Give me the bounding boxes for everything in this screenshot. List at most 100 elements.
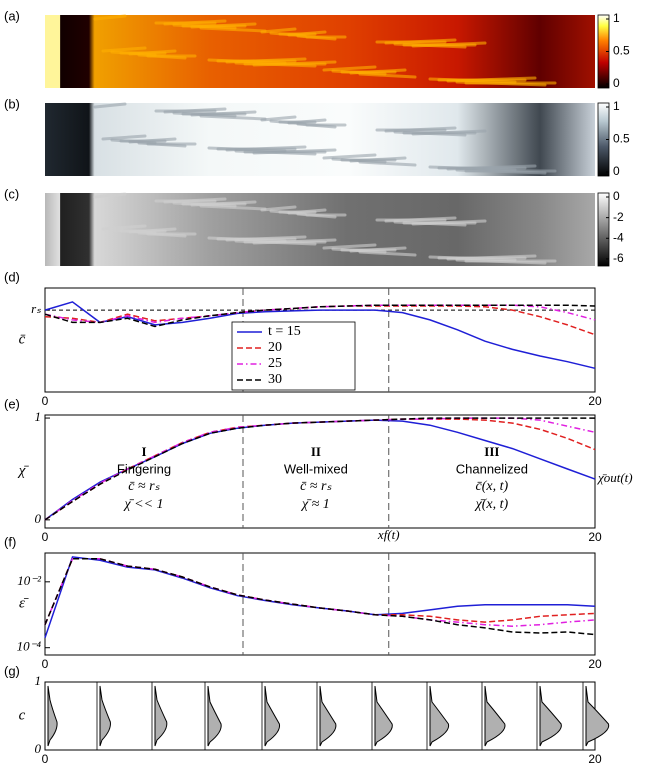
colorbar-tick-label: -6 (613, 251, 624, 265)
legend-label: t = 15 (268, 324, 301, 339)
series-line (44, 417, 595, 521)
finger-texture (331, 157, 387, 164)
finger-texture (322, 153, 377, 160)
finger-texture (260, 27, 297, 34)
colorbar-tick-label: 0.5 (613, 132, 630, 146)
profile-shape (429, 685, 450, 747)
y-tick-label: 10⁻⁴ (17, 639, 42, 654)
y-tick-label: 10⁻² (17, 573, 42, 588)
region-mean-chi: χ̄ << 1 (122, 497, 163, 512)
colorbar-tick-label: 0 (613, 76, 620, 90)
panel-label: (a) (4, 8, 20, 23)
x-tick-label: 0 (42, 394, 49, 408)
finger-texture (428, 165, 517, 172)
finger-texture (260, 115, 297, 122)
colorbar-tick-label: -2 (613, 210, 624, 224)
finger-texture (269, 31, 307, 38)
series-line (44, 305, 596, 336)
colorbar (597, 192, 610, 267)
profile-shape (585, 685, 610, 747)
colorbar-tick-label: 0 (613, 189, 620, 203)
region-numeral: III (484, 444, 499, 459)
x-tick-label: 20 (588, 752, 602, 766)
series-line (44, 558, 596, 625)
panel-label: (g) (4, 663, 20, 678)
finger-texture (455, 168, 547, 175)
plot-frame (44, 414, 596, 529)
finger-texture (93, 14, 127, 21)
finger-texture (199, 204, 267, 211)
region-mean-c: c̄ ≈ rₛ (128, 479, 160, 494)
y-tick-label: 0 (35, 511, 42, 526)
finger-texture (269, 119, 307, 126)
finger-texture (428, 255, 517, 262)
finger-texture (393, 220, 467, 227)
finger-texture (110, 228, 157, 235)
y-tick-label: 1 (35, 409, 42, 424)
finger-texture (260, 205, 297, 212)
region-numeral: II (311, 444, 321, 459)
plot-frame (44, 552, 596, 656)
x-tick-label: 0 (42, 657, 49, 671)
finger-texture (101, 46, 147, 53)
finger-texture (234, 149, 317, 156)
finger-texture (455, 258, 547, 265)
colorbar-tick-label: 0.5 (613, 44, 630, 58)
profile-shape (207, 685, 222, 747)
finger-texture (322, 243, 377, 250)
finger-texture (101, 224, 147, 231)
finger-texture (455, 80, 547, 87)
colorbar-tick-label: 1 (613, 11, 620, 25)
front-position-label: xf(t) (377, 527, 400, 542)
finger-texture (393, 42, 467, 49)
y-tick-label: 0 (35, 741, 42, 756)
finger-texture (269, 209, 307, 216)
colorbar-tick-label: 0 (613, 164, 620, 178)
profile-shape (319, 685, 337, 747)
y-axis-label: c (19, 707, 26, 723)
profile-shape (99, 685, 111, 747)
x-tick-label: 0 (42, 752, 49, 766)
region-numeral: I (141, 444, 146, 459)
finger-texture (110, 138, 157, 145)
x-tick-label: 0 (42, 530, 49, 544)
finger-texture (101, 134, 147, 141)
finger-texture (199, 26, 267, 33)
finger-texture (207, 146, 287, 153)
profile-shape (47, 685, 58, 747)
panel-label: (f) (4, 534, 16, 549)
region-mean-chi: χ̄ ≈ 1 (300, 497, 330, 512)
colorbar-tick-label: 1 (613, 99, 620, 113)
region-mean-c: c̄ ≈ rₛ (300, 479, 332, 494)
x-tick-label: 20 (588, 530, 602, 544)
plot-frame (44, 287, 596, 393)
profile-shape (539, 685, 562, 747)
finger-texture (93, 192, 127, 199)
finger-texture (199, 114, 267, 121)
y-axis-label: ε̄ (19, 595, 29, 611)
panel-label: (c) (4, 186, 19, 201)
series-line (44, 558, 596, 636)
y-tick-label: rₛ (31, 301, 41, 316)
finger-texture (234, 239, 317, 246)
x-tick-label: 20 (588, 394, 602, 408)
x-tick-label: 20 (588, 657, 602, 671)
panel-label: (b) (4, 96, 20, 111)
legend-label: 20 (268, 340, 282, 355)
profile-shape (264, 685, 281, 747)
legend-label: 25 (268, 356, 282, 371)
finger-texture (428, 77, 517, 84)
finger-texture (331, 69, 387, 76)
finger-texture (172, 201, 237, 208)
region-mean-chi: χ̄(x, t) (474, 497, 509, 512)
profile-shape (154, 685, 168, 747)
finger-texture (93, 102, 127, 109)
y-tick-label: 1 (35, 673, 42, 688)
finger-texture (172, 23, 237, 30)
region-name: Fingering (117, 461, 171, 476)
finger-texture (207, 58, 287, 65)
panel-label: (d) (4, 269, 20, 284)
legend-label: 30 (268, 372, 282, 387)
